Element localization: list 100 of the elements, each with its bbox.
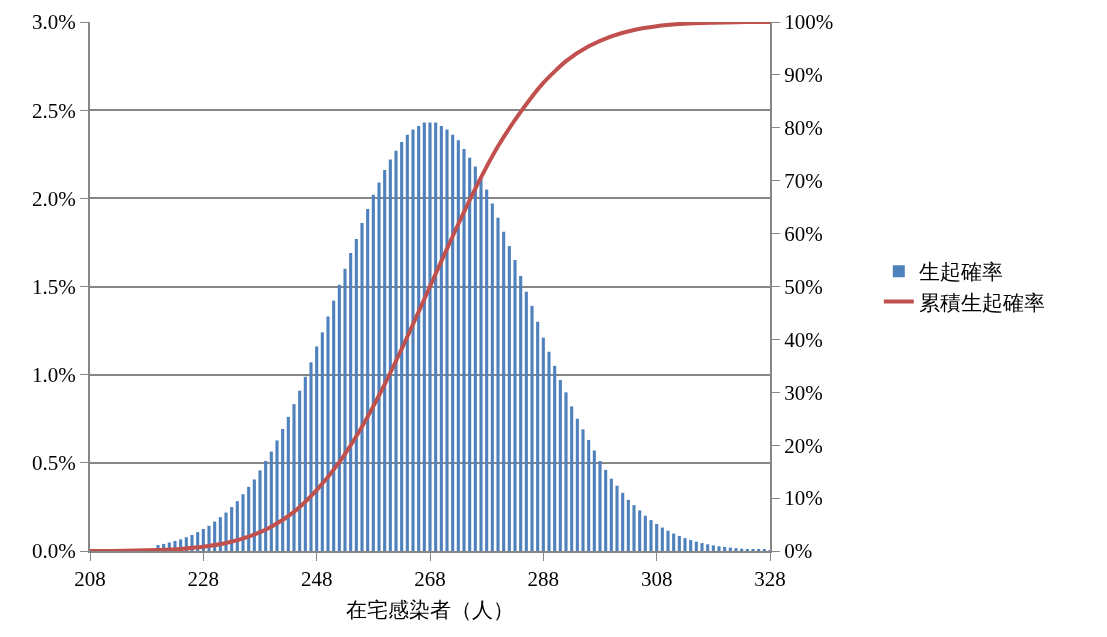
y2-tick-label: 30% (784, 380, 823, 405)
bar (258, 470, 262, 551)
y2-tick-label: 0% (784, 539, 813, 564)
y-tick-label: 0.0% (32, 539, 76, 564)
bar (343, 268, 347, 551)
y-tick-label: 2.5% (32, 98, 76, 123)
bar (575, 418, 579, 551)
bar (269, 451, 273, 551)
x-tick-label: 288 (527, 567, 560, 592)
bar (434, 122, 438, 551)
bar (241, 494, 245, 551)
bar (734, 548, 738, 551)
bar (383, 170, 387, 551)
y-tick-label: 0.5% (32, 451, 76, 476)
bar (621, 492, 625, 551)
bar (581, 429, 585, 551)
bar (400, 141, 404, 551)
y2-tick-label: 20% (784, 433, 823, 458)
legend-label: 累積生起確率 (918, 290, 1045, 315)
x-axis-title: 在宅感染者（人） (346, 597, 514, 622)
bar (247, 486, 251, 551)
bar (598, 461, 602, 551)
bar (694, 541, 698, 551)
bar (377, 182, 381, 551)
y2-tick-label: 70% (784, 169, 823, 194)
bar (632, 505, 636, 551)
x-tick-label: 208 (74, 567, 106, 592)
bar (587, 439, 591, 551)
bar (604, 469, 608, 551)
bar (366, 208, 370, 551)
y-tick-label: 2.0% (32, 186, 76, 211)
bar (309, 362, 313, 551)
bar (315, 346, 319, 551)
bar (643, 515, 647, 551)
bar (592, 450, 596, 551)
bar (626, 499, 630, 551)
y-tick-label: 1.5% (32, 274, 76, 299)
bar (530, 305, 534, 551)
bar (371, 194, 375, 551)
bar (655, 524, 659, 551)
bar (439, 126, 443, 551)
x-tick-label: 268 (414, 567, 446, 592)
bar (388, 159, 392, 551)
y2-tick-label: 100% (784, 10, 834, 35)
x-tick-label: 328 (754, 567, 786, 592)
bar (462, 148, 466, 551)
bar (411, 129, 415, 551)
bar (428, 122, 432, 551)
bar (717, 546, 721, 551)
y2-tick-label: 60% (784, 221, 823, 246)
y2-tick-label: 10% (784, 486, 823, 511)
bar (252, 479, 256, 551)
bar (519, 275, 523, 551)
bar (451, 134, 455, 551)
bar (468, 157, 472, 551)
bar (615, 485, 619, 551)
bar (479, 178, 483, 551)
bar (303, 376, 307, 551)
x-tick-label: 248 (300, 567, 333, 592)
bar (570, 406, 574, 551)
bar (485, 189, 489, 551)
bar (728, 547, 732, 551)
bar (298, 390, 302, 551)
bar (417, 126, 421, 551)
bar (666, 530, 670, 551)
bar (524, 291, 528, 551)
bar (332, 300, 336, 551)
legend-label: 生起確率 (918, 260, 1003, 285)
bar (405, 134, 409, 551)
bar (541, 337, 545, 551)
bar (553, 365, 557, 551)
bar (547, 351, 551, 551)
bar (672, 533, 676, 551)
bar (536, 321, 540, 551)
bar (513, 260, 517, 551)
y2-tick-label: 40% (784, 327, 823, 352)
bar (281, 428, 285, 551)
bar (660, 527, 664, 551)
x-tick-label: 228 (187, 567, 220, 592)
bar (490, 203, 494, 551)
bar (700, 543, 704, 551)
bar (360, 223, 364, 551)
bar (564, 392, 568, 551)
bar (422, 122, 426, 551)
bar (337, 284, 341, 551)
bar (354, 238, 358, 551)
bar (456, 140, 460, 551)
bar (711, 545, 715, 551)
bar (320, 332, 324, 551)
bar (683, 538, 687, 551)
bar (275, 440, 279, 551)
bar (609, 478, 613, 551)
y2-tick-label: 90% (784, 63, 823, 88)
bar (292, 404, 296, 551)
bar (496, 217, 500, 551)
bar (286, 416, 290, 551)
y-tick-label: 1.0% (32, 363, 76, 388)
bar (445, 129, 449, 551)
bar (473, 166, 477, 551)
bar (706, 544, 710, 551)
